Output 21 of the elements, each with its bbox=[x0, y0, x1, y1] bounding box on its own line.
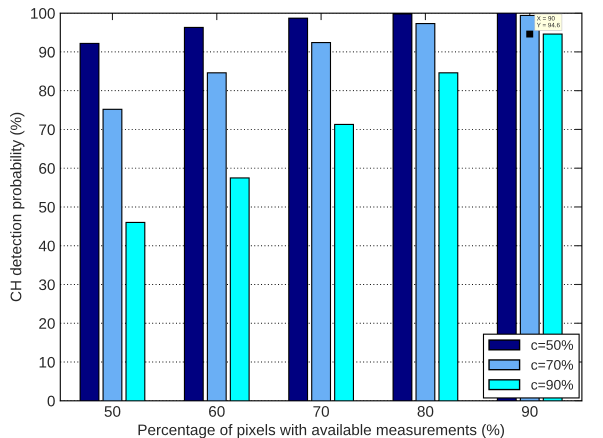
x-tick-label: 70 bbox=[313, 406, 329, 417]
y-tick-label: 40 bbox=[38, 240, 55, 252]
x-axis-title: Percentage of pixels with available measurements (%) bbox=[138, 424, 504, 438]
y-tick-label: 20 bbox=[39, 318, 55, 329]
x-tick-label: 50 bbox=[104, 406, 120, 417]
y-tick-label: 70 bbox=[39, 124, 55, 136]
y-tick-label: 60 bbox=[39, 163, 55, 174]
x-tick-label: 80 bbox=[418, 406, 434, 417]
y-tick-label: 100 bbox=[31, 8, 55, 19]
y-tick-label: 50 bbox=[39, 202, 55, 213]
legend-label: c=70% bbox=[531, 360, 574, 370]
y-tick-label: 10 bbox=[40, 356, 55, 368]
legend-label: c=50% bbox=[531, 340, 574, 350]
y-axis-title: CH detection probability (%) bbox=[10, 112, 24, 302]
y-tick-label: 90 bbox=[39, 46, 55, 58]
legend-label: c=90% bbox=[531, 380, 574, 390]
x-tick-label: 90 bbox=[522, 406, 538, 417]
y-tick-label: 80 bbox=[39, 86, 55, 96]
y-tick-label: 0 bbox=[48, 396, 55, 406]
x-tick-label: 60 bbox=[209, 406, 225, 417]
y-tick-label: 30 bbox=[39, 279, 55, 290]
